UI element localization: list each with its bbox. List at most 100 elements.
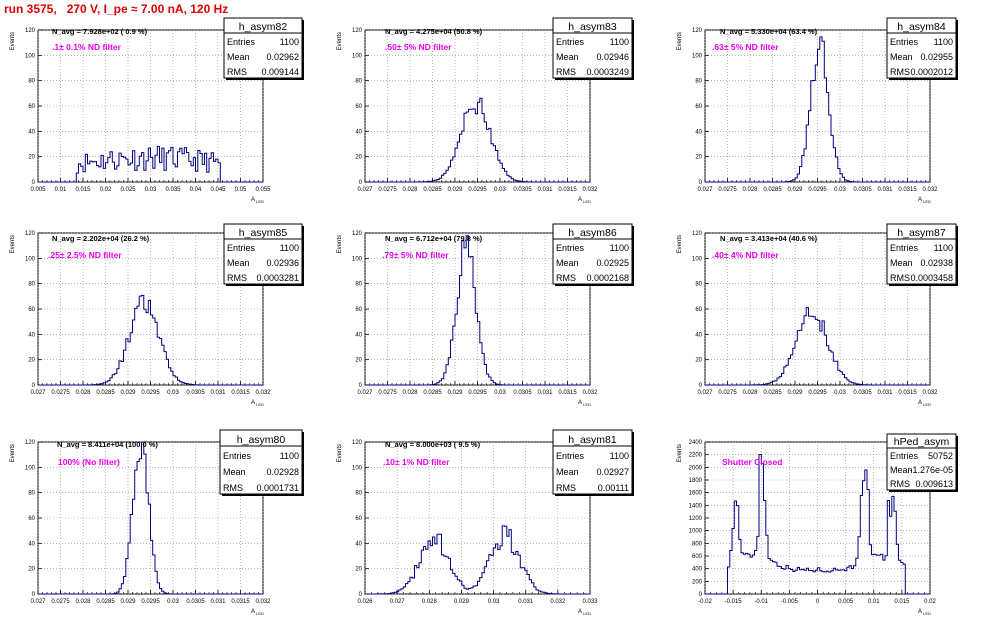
stats-box-frame xyxy=(886,223,957,285)
y-tick-label: 120 xyxy=(25,231,36,237)
x-tick-label: 0.029 xyxy=(120,599,136,605)
y-tick-label: 1400 xyxy=(689,503,703,509)
y-tick-label: 20 xyxy=(28,155,35,161)
y-tick-label: 100 xyxy=(692,256,703,262)
y-tick-label: 20 xyxy=(28,567,35,573)
y-axis-label: Events xyxy=(337,235,343,253)
x-tick-label: 0.0305 xyxy=(513,390,532,396)
histogram-h_asym82: 0.005 0.01 0.015 0.02 0.025 0.03 0.035 0.04 0.04… xyxy=(10,17,304,204)
stats-box: h_asym85 Entries 1100 Mean 0.02936 RMS 0.00032… xyxy=(223,223,304,286)
stats-box-name: h_asym84 xyxy=(897,21,946,33)
x-axis-label-sub: LED xyxy=(582,199,591,204)
stats-value-entries: 1100 xyxy=(280,37,299,47)
x-tick-label: 0.028 xyxy=(75,390,91,396)
x-tick-label: 0.0295 xyxy=(141,390,160,396)
stats-box-frame xyxy=(552,17,633,79)
stats-value-rms: 0.0003458 xyxy=(910,273,953,283)
x-axis-label: A LED xyxy=(251,197,264,204)
filter-annotation: .1± 0.1% ND filter xyxy=(52,42,122,52)
stats-value-rms: 0.0002012 xyxy=(910,67,953,77)
x-tick-label: 0.03 xyxy=(834,187,846,193)
x-tick-label: 0.028 xyxy=(402,187,418,193)
x-tick-label: 0.028 xyxy=(402,390,418,396)
stats-value-entries: 1100 xyxy=(280,451,299,461)
stats-box: h_asym86 Entries 1100 Mean 0.02925 RMS 0.00021… xyxy=(552,223,634,286)
stats-label-entries: Entries xyxy=(227,243,256,253)
y-axis-label: Events xyxy=(10,444,16,462)
x-tick-label: 0.029 xyxy=(787,187,803,193)
x-axis-label-sub: LED xyxy=(255,402,264,407)
y-tick-label: 0 xyxy=(699,592,703,598)
panel-title: N_avg = 6.712e+04 (79.8 %) xyxy=(385,234,483,243)
stats-box-name: h_asym81 xyxy=(568,434,617,446)
stats-label-entries: Entries xyxy=(890,243,919,253)
histogram-h_asym81: 0.026 0.027 0.028 0.029 0.03 0.031 0.032 0.033 0… xyxy=(337,429,634,616)
panel-title: N_avg = 8.000e+03 ( 9.5 %) xyxy=(385,440,481,449)
x-tick-label: 0.0285 xyxy=(763,390,782,396)
stats-label-rms: RMS xyxy=(223,483,243,493)
x-tick-label: 0.0295 xyxy=(808,390,827,396)
y-tick-label: 20 xyxy=(355,567,362,573)
y-tick-label: 80 xyxy=(28,491,35,497)
stats-box: h_asym81 Entries 1100 Mean 0.02927 RMS 0.00111 xyxy=(552,429,634,496)
x-tick-label: 0.0275 xyxy=(378,390,397,396)
y-tick-label: 400 xyxy=(692,567,703,573)
x-tick-label: 0.027 xyxy=(697,390,713,396)
filter-annotation: .50± 5% ND filter xyxy=(385,42,452,52)
stats-label-rms: RMS xyxy=(890,479,910,489)
y-axis-label: Events xyxy=(677,32,683,50)
stats-label-rms: RMS xyxy=(890,67,910,77)
x-axis-label: A LED xyxy=(251,609,264,616)
filter-annotation: .10± 1% ND filter xyxy=(383,457,450,467)
stats-value-entries: 1100 xyxy=(610,243,629,253)
y-tick-label: 60 xyxy=(28,104,35,110)
x-tick-label: 0.0295 xyxy=(141,599,160,605)
x-tick-label: 0.032 xyxy=(255,599,271,605)
stats-label-rms: RMS xyxy=(227,273,247,283)
stats-value-mean: 0.02936 xyxy=(266,258,299,268)
stats-value-mean: 0.02927 xyxy=(596,467,629,477)
y-tick-label: 60 xyxy=(28,307,35,313)
x-tick-label: 0.031 xyxy=(877,390,893,396)
x-tick-label: 0.03 xyxy=(167,599,179,605)
histogram-line xyxy=(38,441,263,595)
filter-annotation: .25± 2.5% ND filter xyxy=(48,250,122,260)
x-tick-label: 0.0285 xyxy=(763,187,782,193)
x-tick-label: 0.0285 xyxy=(423,390,442,396)
y-tick-label: 40 xyxy=(355,332,362,338)
stats-value-rms: 0.0003249 xyxy=(586,67,629,77)
stats-label-mean: Mean xyxy=(227,52,250,62)
x-tick-label: 0.027 xyxy=(30,390,46,396)
stats-value-rms: 0.00111 xyxy=(598,483,629,493)
x-tick-label: 0.027 xyxy=(390,599,406,605)
y-tick-label: 100 xyxy=(25,53,36,59)
x-tick-label: 0.031 xyxy=(537,187,553,193)
x-axis-label: A LED xyxy=(578,609,591,616)
x-tick-label: -0.015 xyxy=(725,599,743,605)
y-tick-label: 0 xyxy=(359,592,363,598)
x-axis-label-sub: LED xyxy=(582,402,591,407)
x-tick-label: 0.005 xyxy=(30,187,46,193)
x-tick-label: 0.028 xyxy=(742,390,758,396)
histogram-line xyxy=(365,235,590,386)
x-tick-label: 0.0315 xyxy=(231,390,250,396)
x-tick-label: 0.027 xyxy=(30,599,46,605)
histogram-h_asym84: 0.027 0.0275 0.028 0.0285 0.029 0.0295 0.03 0.0… xyxy=(677,17,958,204)
y-axis-label: Events xyxy=(677,444,683,462)
panel-title: N_avg = 5.330e+04 (63.4 %) xyxy=(720,27,818,36)
x-tick-label: -0.005 xyxy=(781,599,799,605)
x-tick-label: 0.0285 xyxy=(96,599,115,605)
x-tick-label: 0.01 xyxy=(868,599,880,605)
x-tick-label: 0.055 xyxy=(255,187,271,193)
stats-box-frame xyxy=(886,17,957,79)
stats-label-mean: Mean xyxy=(890,465,913,475)
stats-label-rms: RMS xyxy=(556,483,576,493)
x-tick-label: 0.026 xyxy=(357,599,373,605)
x-tick-label: 0.02 xyxy=(100,187,112,193)
x-axis-label: A LED xyxy=(251,400,264,407)
y-tick-label: 1800 xyxy=(689,478,703,484)
y-tick-label: 1200 xyxy=(689,516,703,522)
stats-label-rms: RMS xyxy=(556,273,576,283)
histogram-line xyxy=(705,454,930,595)
y-tick-label: 0 xyxy=(32,383,36,389)
